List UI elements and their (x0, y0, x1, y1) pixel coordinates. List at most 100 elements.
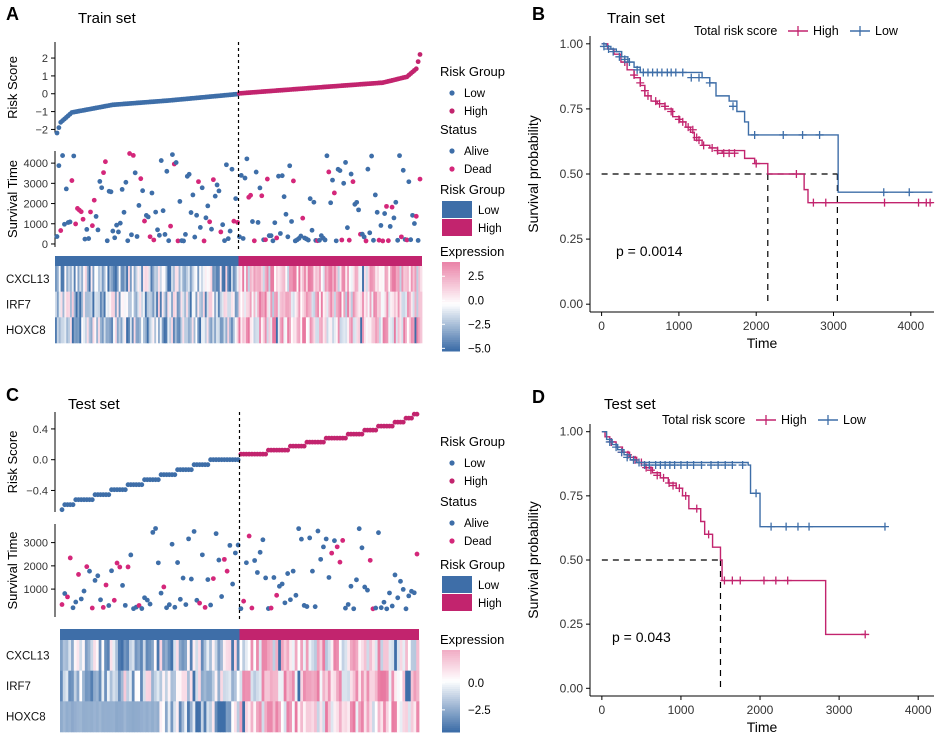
km-censor-mark-low (615, 52, 624, 61)
heatmap-cell (77, 291, 80, 318)
heatmap-cell (87, 670, 91, 702)
risk-score-point (400, 419, 406, 425)
heatmap-cell (403, 266, 406, 292)
heatmap-cell (191, 291, 194, 318)
survival-point-alive (56, 163, 62, 169)
heatmap-cell (117, 640, 122, 671)
heatmap-cell (62, 640, 66, 671)
km-pvalue: p = 0.0014 (616, 243, 683, 259)
legend-dead-label: Dead (464, 164, 492, 176)
legend-expression-gradient-step (442, 723, 460, 727)
heatmap-cell (291, 640, 296, 671)
heatmap-gene-label-hoxc8: HOXC8 (6, 712, 46, 724)
survival-point-alive (227, 228, 233, 234)
heatmap-cell (116, 291, 120, 318)
heatmap-cell (233, 640, 238, 671)
survival-point-dead (117, 564, 123, 570)
heatmap-cell (327, 640, 332, 671)
survival-point-alive (104, 238, 110, 244)
heatmap-cell (372, 670, 376, 702)
heatmap-cell (258, 670, 262, 702)
heatmap-cell (103, 291, 106, 318)
heatmap-cell (333, 266, 337, 292)
heatmap-cell (260, 291, 264, 318)
heatmap-cell (115, 640, 119, 671)
legend-expression-gradient-step (442, 701, 460, 704)
heatmap-cell (87, 640, 91, 671)
survival-point-dead (339, 237, 345, 243)
legend-expression-gradient-step (442, 676, 460, 680)
heatmap-cell (68, 701, 72, 733)
heatmap-cell (395, 317, 399, 344)
km-censor-mark-high (667, 107, 676, 116)
km-censor-mark-high (926, 198, 935, 207)
heatmap-cell (124, 266, 127, 292)
heatmap-cell (227, 317, 230, 344)
heatmap-cell (114, 317, 118, 344)
legend-expression-gradient-step (442, 262, 460, 265)
legend-dead-label: Dead (464, 536, 492, 548)
heatmap-cell (358, 266, 361, 292)
heatmap-gene-label-hoxc8: HOXC8 (6, 325, 46, 337)
heatmap-cell (165, 266, 168, 292)
heatmap-cell (60, 291, 63, 318)
heatmap-cell (327, 701, 332, 733)
survival-point-alive (348, 171, 354, 177)
heatmap-cell (294, 701, 298, 733)
km-censor-mark-low (687, 73, 696, 82)
risk-score-point (409, 415, 414, 421)
heatmap-cell (137, 701, 141, 733)
heatmap-cell (178, 291, 181, 318)
heatmap-cell (374, 670, 378, 702)
survival-point-alive (139, 606, 145, 611)
legend-expression-title: Expression (440, 632, 504, 647)
heatmap-cell (181, 670, 185, 702)
survival-point-alive (177, 199, 183, 204)
km-censor-mark-high (694, 136, 703, 145)
heatmap-cell (106, 670, 111, 702)
heatmap-cell (377, 266, 380, 292)
heatmap-cell (56, 317, 60, 344)
heatmap-cell (319, 640, 323, 671)
km-censor-mark-high (752, 159, 761, 168)
legend-high-swatch-label: High (478, 223, 502, 235)
heatmap-cell (140, 640, 144, 671)
legend-expression-gradient-step (442, 666, 460, 669)
heatmap-cell (414, 291, 417, 318)
heatmap-cell (240, 317, 243, 344)
heatmap-cell (418, 266, 421, 292)
heatmap-cell (244, 291, 247, 318)
heatmap-cell (79, 670, 83, 702)
survival-point-alive (285, 571, 291, 576)
heatmap-cell (352, 317, 355, 344)
heatmap-cell (83, 291, 86, 318)
heatmap-cell (420, 266, 423, 292)
heatmap-cell (145, 670, 149, 702)
legend-expression-gradient-step (442, 686, 460, 690)
km-x-tick-label: 4000 (897, 319, 924, 333)
survival-point-alive (233, 196, 239, 202)
heatmap-cell (96, 266, 99, 292)
heatmap-cell (171, 266, 174, 292)
heatmap-cell (167, 670, 171, 702)
heatmap-cell (211, 670, 216, 702)
heatmap-cell (88, 266, 91, 292)
survival-point-alive (209, 226, 214, 232)
heatmap-cell (374, 640, 378, 671)
heatmap-cell (283, 701, 287, 733)
heatmap-cell (386, 266, 389, 292)
km-x-label: Time (747, 335, 778, 351)
heatmap-cell (319, 266, 322, 292)
heatmap-cell (239, 701, 243, 733)
heatmap-cell (345, 291, 348, 318)
heatmap-cell (101, 670, 105, 702)
heatmap-cell (144, 291, 148, 318)
survival-point-alive (92, 577, 98, 583)
heatmap-cell (225, 266, 228, 292)
heatmap-cell (112, 640, 116, 671)
heatmap-cell (308, 640, 312, 671)
legend-expression-gradient-step (442, 721, 460, 725)
heatmap-cell (378, 266, 382, 292)
risk-score-point (359, 431, 365, 437)
heatmap-cell (349, 670, 354, 702)
